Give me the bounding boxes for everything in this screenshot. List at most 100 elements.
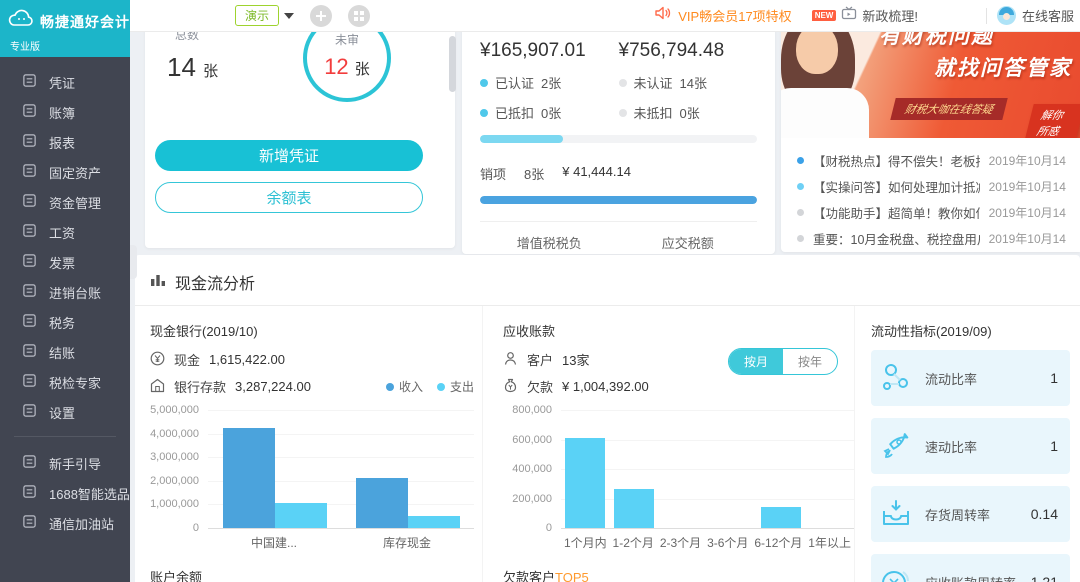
cash-bank-chart: 5,000,000 4,000,000 3,000,000 2,000,000 1,00… [150, 404, 474, 551]
debt-stat: 欠款 ¥ 1,004,392.00 [503, 377, 854, 396]
sidebar-item-固定资产[interactable]: 固定资产 [0, 157, 130, 187]
scrollbar-thumb[interactable] [449, 36, 456, 92]
expense-dot-icon [436, 382, 445, 391]
chart-bar [407, 516, 460, 528]
cash-stat: 现金 1,615,422.00 [150, 350, 474, 369]
liquidity-card-inventory-turnover[interactable]: 存货周转率 0.14 [871, 486, 1070, 542]
tax-check-icon [22, 373, 37, 391]
news-item[interactable]: 【功能助手】超简单！教你如何3招搞定固...2019年10月14 [797, 199, 1066, 225]
banner-ribbon-1: 财税大咖在线答疑 [890, 98, 1008, 120]
debt-top-title: 欠款客户TOP5 [503, 570, 589, 582]
chart-bar [274, 503, 327, 528]
bank-icon [150, 378, 165, 396]
news-dot-icon [797, 182, 804, 190]
invoice-icon [22, 253, 37, 271]
legend-expense[interactable]: 支出 [436, 378, 474, 395]
sidebar-extra-通信加油站[interactable]: 通信加油站 [0, 508, 130, 538]
liquidity-card-receivable-turnover[interactable]: 应收账款周转率 1.21 [871, 554, 1070, 582]
cash-bank-panel: 现金银行(2019/10) 现金 1,615,422.00 银行存款 3,287… [150, 306, 482, 582]
sidebar-nav: 凭证 账簿 报表 固定资产 资金管理 工资 发票 进销台账 税务 结账 税检专家 设置 新手引导 168… [0, 57, 137, 582]
cash-bank-title: 现金银行(2019/10) [150, 324, 258, 339]
tax-summary-card: ¥165,907.01 ¥756,794.48 已认证 2张 未认证 14张 已抵扣… [462, 32, 775, 284]
top-toolbar: 演示 VIP畅会员17项特权 NEW 新政梳理! 在线客服 [0, 0, 1080, 32]
sidebar-item-税检专家[interactable]: 税检专家 [0, 367, 130, 397]
receivable-title: 应收账款 [503, 324, 556, 339]
sidebar-item-设置[interactable]: 设置 [0, 397, 130, 427]
salary-icon [22, 223, 37, 241]
comm-station-icon [22, 514, 37, 532]
income-dot-icon [385, 382, 394, 391]
turnover-icon [879, 565, 921, 582]
qa-service-banner[interactable]: 有财税问题 就找问答管家 财税大咖在线答疑 解你所惑 [781, 32, 1080, 138]
report-icon [22, 133, 37, 151]
sidebar-item-凭证[interactable]: 凭证 [0, 67, 130, 97]
chart-legend: 收入 支出 [385, 378, 474, 395]
chart-bar [355, 478, 408, 528]
news-list: 【财税热点】得不偿失！老板把私人费用...2019年10月14【实操问答】如何处… [781, 138, 1080, 251]
vip-label: VIP畅会员17项特权 [678, 9, 792, 24]
sidebar-collapse-handle[interactable] [130, 245, 137, 279]
closing-icon [22, 343, 37, 361]
sidebar-item-账簿[interactable]: 账簿 [0, 97, 130, 127]
inventory-icon [879, 497, 921, 531]
sales-progress [480, 196, 757, 204]
sidebar-item-报表[interactable]: 报表 [0, 127, 130, 157]
toggle-by-month[interactable]: 按月 [728, 349, 783, 374]
gray-dot-icon [618, 108, 627, 117]
cash-icon [150, 351, 165, 369]
news-item[interactable]: 重要：10月金税盘、税控盘用户，请务必...2019年10月14 [797, 225, 1066, 251]
deposit-stat: 银行存款 3,287,224.00 收入 支出 [150, 377, 474, 396]
banner-person-image [781, 32, 916, 138]
app-logo-block[interactable]: 畅捷通好会计 专业版 [0, 0, 130, 57]
tax-icon [22, 313, 37, 331]
balance-sheet-button[interactable]: 余额表 [155, 182, 423, 213]
news-dot-icon [797, 208, 804, 216]
sidebar-extra-1688智能选品[interactable]: 1688智能选品 [0, 478, 130, 508]
liquidity-card-current-ratio[interactable]: 流动比率 1 [871, 350, 1070, 406]
add-account-button[interactable] [310, 4, 333, 27]
period-toggle: 按月 按年 [727, 348, 838, 375]
customer-stat: 客户 13家 [503, 350, 854, 369]
sidebar-extra-新手引导[interactable]: 新手引导 [0, 448, 130, 478]
sidebar-item-结账[interactable]: 结账 [0, 337, 130, 367]
uncertified-amount: ¥756,794.48 [618, 40, 725, 61]
policy-news-link[interactable]: NEW 新政梳理! [811, 6, 918, 25]
sidebar-item-发票[interactable]: 发票 [0, 247, 130, 277]
apps-grid-button[interactable] [348, 4, 371, 27]
app-title: 畅捷通好会计 [40, 13, 130, 30]
online-service-label: 在线客服 [1021, 9, 1074, 24]
fund-icon [22, 193, 37, 211]
cashflow-section: 现金流分析 现金银行(2019/10) 现金 1,615,422.00 银行存款 [135, 255, 1080, 582]
sidebar-item-税务[interactable]: 税务 [0, 307, 130, 337]
add-voucher-button[interactable]: 新增凭证 [155, 140, 423, 171]
news-item[interactable]: 【财税热点】得不偿失！老板把私人费用...2019年10月14 [797, 147, 1066, 173]
liquidity-panel: 流动性指标(2019/09) 流动比率 1 速动比率 1 [854, 306, 1080, 582]
toolbar-divider [985, 7, 987, 24]
toggle-by-year[interactable]: 按年 [797, 355, 822, 369]
service-avatar-icon [996, 6, 1016, 25]
news-card: 有财税问题 就找问答管家 财税大咖在线答疑 解你所惑 【财税热点】得不偿失！老板… [781, 32, 1080, 252]
receivable-aging-chart: 800,000 600,000 400,000 200,000 0 1个月内 1-2个月 2-… [503, 404, 854, 551]
vip-membership-link[interactable]: VIP畅会员17项特权 [655, 6, 792, 25]
news-dot-icon [797, 156, 804, 164]
uncertified-stat: 未认证 14张 [618, 73, 758, 92]
teal-dot-icon [480, 108, 488, 117]
news-item[interactable]: 【实操问答】如何处理加计抵减、福利费...2019年10月14 [797, 173, 1066, 199]
online-service-link[interactable]: 在线客服 [996, 6, 1074, 25]
chevron-down-icon [284, 12, 295, 19]
legend-income[interactable]: 收入 [385, 378, 423, 395]
chart-bar [565, 438, 606, 528]
sidebar-item-资金管理[interactable]: 资金管理 [0, 187, 130, 217]
receivable-panel: 应收账款 客户 13家 欠款 ¥ 1,004,392.00 按月 [482, 306, 854, 582]
liquidity-card-quick-ratio[interactable]: 速动比率 1 [871, 418, 1070, 474]
liquidity-title: 流动性指标(2019/09) [871, 324, 992, 339]
unreviewed-label: 未审 [334, 33, 359, 47]
section-title: 现金流分析 [175, 276, 256, 293]
sidebar-item-工资[interactable]: 工资 [0, 217, 130, 247]
unreviewed-ring: 未审 12 张 [303, 32, 391, 102]
teal-dot-icon [480, 78, 488, 87]
customer-icon [503, 351, 518, 369]
certified-amount: ¥165,907.01 [480, 40, 586, 61]
demo-account-dropdown[interactable]: 演示 [235, 5, 295, 26]
sidebar-item-进销台账[interactable]: 进销台账 [0, 277, 130, 307]
